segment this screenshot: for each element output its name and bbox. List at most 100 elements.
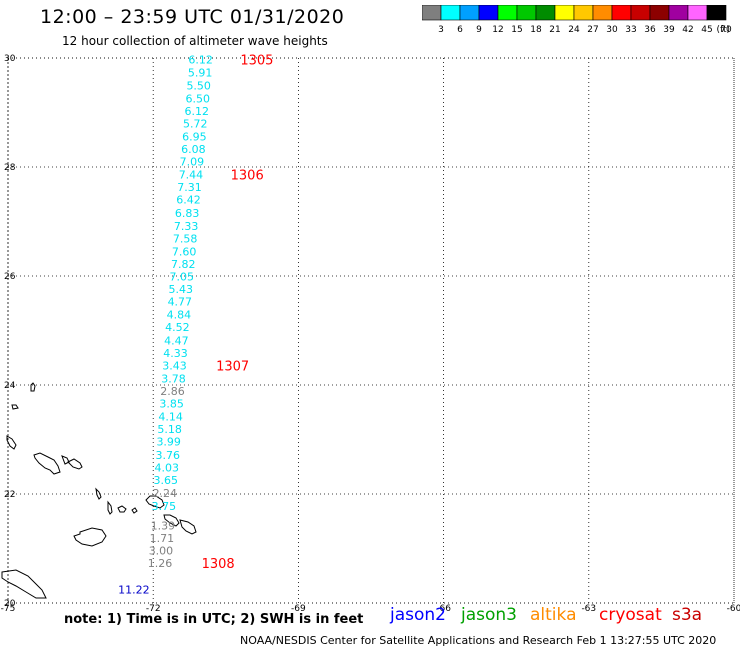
coastline-hispaniola (179, 519, 197, 535)
wave-height-value: 5.18 (157, 423, 182, 436)
legend-unit: (ft) (716, 25, 730, 35)
legend-label: 6 (457, 25, 463, 35)
wave-height-legend: 3 6 9 12 15 18 21 24 27 30 33 36 39 42 45 70(ft) (422, 5, 732, 35)
wave-height-value: 7.33 (174, 220, 199, 233)
wave-height-value: 5.91 (188, 67, 213, 80)
satellite-s3a: s3a (672, 605, 703, 625)
wave-height-value: 3.00 (149, 545, 174, 558)
legend-label: 24 (568, 25, 580, 35)
wave-height-value: 4.03 (155, 461, 180, 474)
legend-label: 18 (530, 25, 542, 35)
wave-height-value: 4.77 (168, 296, 193, 309)
coastline-long-island (107, 500, 113, 515)
legend-label: 9 (476, 25, 482, 35)
legend-label: 33 (625, 25, 636, 35)
legend-label: 36 (644, 25, 656, 35)
lon-tick-label: -75 (1, 604, 16, 614)
coastline-island-d (131, 507, 138, 514)
units-note: note: 1) Time is in UTC; 2) SWH is in fe… (64, 612, 364, 627)
coastline-eleuthera (67, 458, 83, 470)
lon-tick-label: -72 (146, 604, 161, 614)
wave-height-value: 4.84 (167, 309, 192, 322)
axis-labels: -75 -72 -69 -66 -63 -60 30 28 26 24 22 20 (1, 54, 740, 614)
legend-label: 3 (438, 25, 444, 35)
lon-tick-label: -69 (291, 604, 306, 614)
lat-tick-label: 24 (4, 381, 16, 391)
legend-label: 21 (549, 25, 560, 35)
wave-height-value: 6.50 (185, 92, 210, 105)
map-frame (7, 57, 735, 604)
wave-height-value: 1.39 (151, 520, 176, 533)
lat-tick-label: 28 (4, 163, 16, 173)
satellite-altika: altika (530, 605, 577, 625)
legend-label: 70 (720, 25, 732, 35)
wave-height-value: 3.75 (152, 500, 177, 513)
wave-height-value: 7.09 (180, 156, 205, 169)
satellite-jason2: jason2 (390, 605, 446, 625)
wave-height-value: 3.76 (155, 449, 180, 462)
wave-height-value: 7.82 (171, 258, 196, 271)
lat-tick-label: 30 (4, 54, 16, 64)
wave-height-value: 5.43 (169, 283, 194, 296)
lat-tick-label: 22 (4, 490, 15, 500)
wave-height-value: 6.95 (182, 130, 207, 143)
credit-line: NOAA/NESDIS Center for Satellite Applica… (240, 634, 717, 647)
map-title: 12:00 – 23:59 UTC 01/31/2020 (40, 6, 345, 28)
legend-label: 45 (701, 25, 712, 35)
satellite-jason3: jason3 (461, 605, 517, 625)
wave-height-value: 6.83 (175, 207, 200, 220)
wave-height-value: 7.31 (177, 181, 202, 194)
track-time-label: 1306 (231, 169, 264, 184)
track-time-label: 1305 (240, 54, 273, 69)
wave-height-value: 6.42 (176, 194, 201, 207)
coastline-andros (33, 452, 61, 475)
lat-lon-grid (7, 57, 735, 604)
wave-height-value: 3.85 (159, 398, 184, 411)
lat-tick-label: 20 (4, 599, 16, 609)
coastline-island-a (11, 404, 19, 410)
legend-label: 39 (663, 25, 675, 35)
wave-height-value: 2.24 (153, 487, 178, 500)
map-subtitle: 12 hour collection of altimeter wave hei… (62, 34, 328, 48)
coastlines (1, 382, 197, 599)
coastline-bahamas-north (30, 382, 36, 392)
legend-label: 12 (492, 25, 503, 35)
coastline-exuma (95, 487, 102, 500)
satellite-cryosat: cryosat (599, 605, 662, 625)
wave-height-value: 6.08 (181, 143, 206, 156)
coastline-cuba-east (73, 527, 107, 547)
wave-height-value: 11.22 (118, 583, 150, 596)
track-time-label: 1307 (216, 359, 249, 374)
coastline-inagua-region (117, 505, 127, 513)
wave-height-value: 4.14 (158, 411, 183, 424)
wave-height-value: 4.52 (165, 321, 190, 334)
wave-height-value: 7.60 (172, 245, 197, 258)
wave-height-value: 1.26 (148, 557, 173, 570)
legend-label: 30 (606, 25, 618, 35)
wave-height-value: 4.33 (163, 347, 188, 360)
coastline-island-b (6, 435, 17, 450)
track-time-label: 1308 (202, 557, 235, 572)
wave-height-value: 5.50 (186, 79, 211, 92)
wave-height-value: 6.12 (185, 105, 210, 118)
wave-height-value: 2.86 (160, 385, 185, 398)
wave-height-value: 3.65 (154, 474, 179, 487)
wave-height-value: 4.47 (164, 334, 189, 347)
lon-tick-label: -60 (727, 604, 740, 614)
coastline-island-c (61, 455, 70, 465)
wave-height-value: 3.78 (161, 372, 186, 385)
lon-tick-label: -63 (581, 604, 596, 614)
wave-height-value: 7.44 (179, 169, 204, 182)
wave-height-value: 3.43 (162, 359, 187, 372)
coastline-hispaniola-west (1, 569, 47, 599)
lat-tick-label: 26 (4, 272, 16, 282)
altimeter-track: 6.125.915.506.506.125.726.956.087.097.44… (118, 54, 273, 597)
legend-label: 27 (587, 25, 598, 35)
coastline-turks-caicos-b (163, 514, 180, 527)
wave-height-value: 6.12 (188, 54, 213, 67)
legend-swatch (706, 5, 727, 21)
wave-height-value: 7.05 (170, 271, 195, 284)
wave-height-value: 7.58 (173, 232, 198, 245)
coastline-turks-caicos-a (145, 495, 165, 509)
